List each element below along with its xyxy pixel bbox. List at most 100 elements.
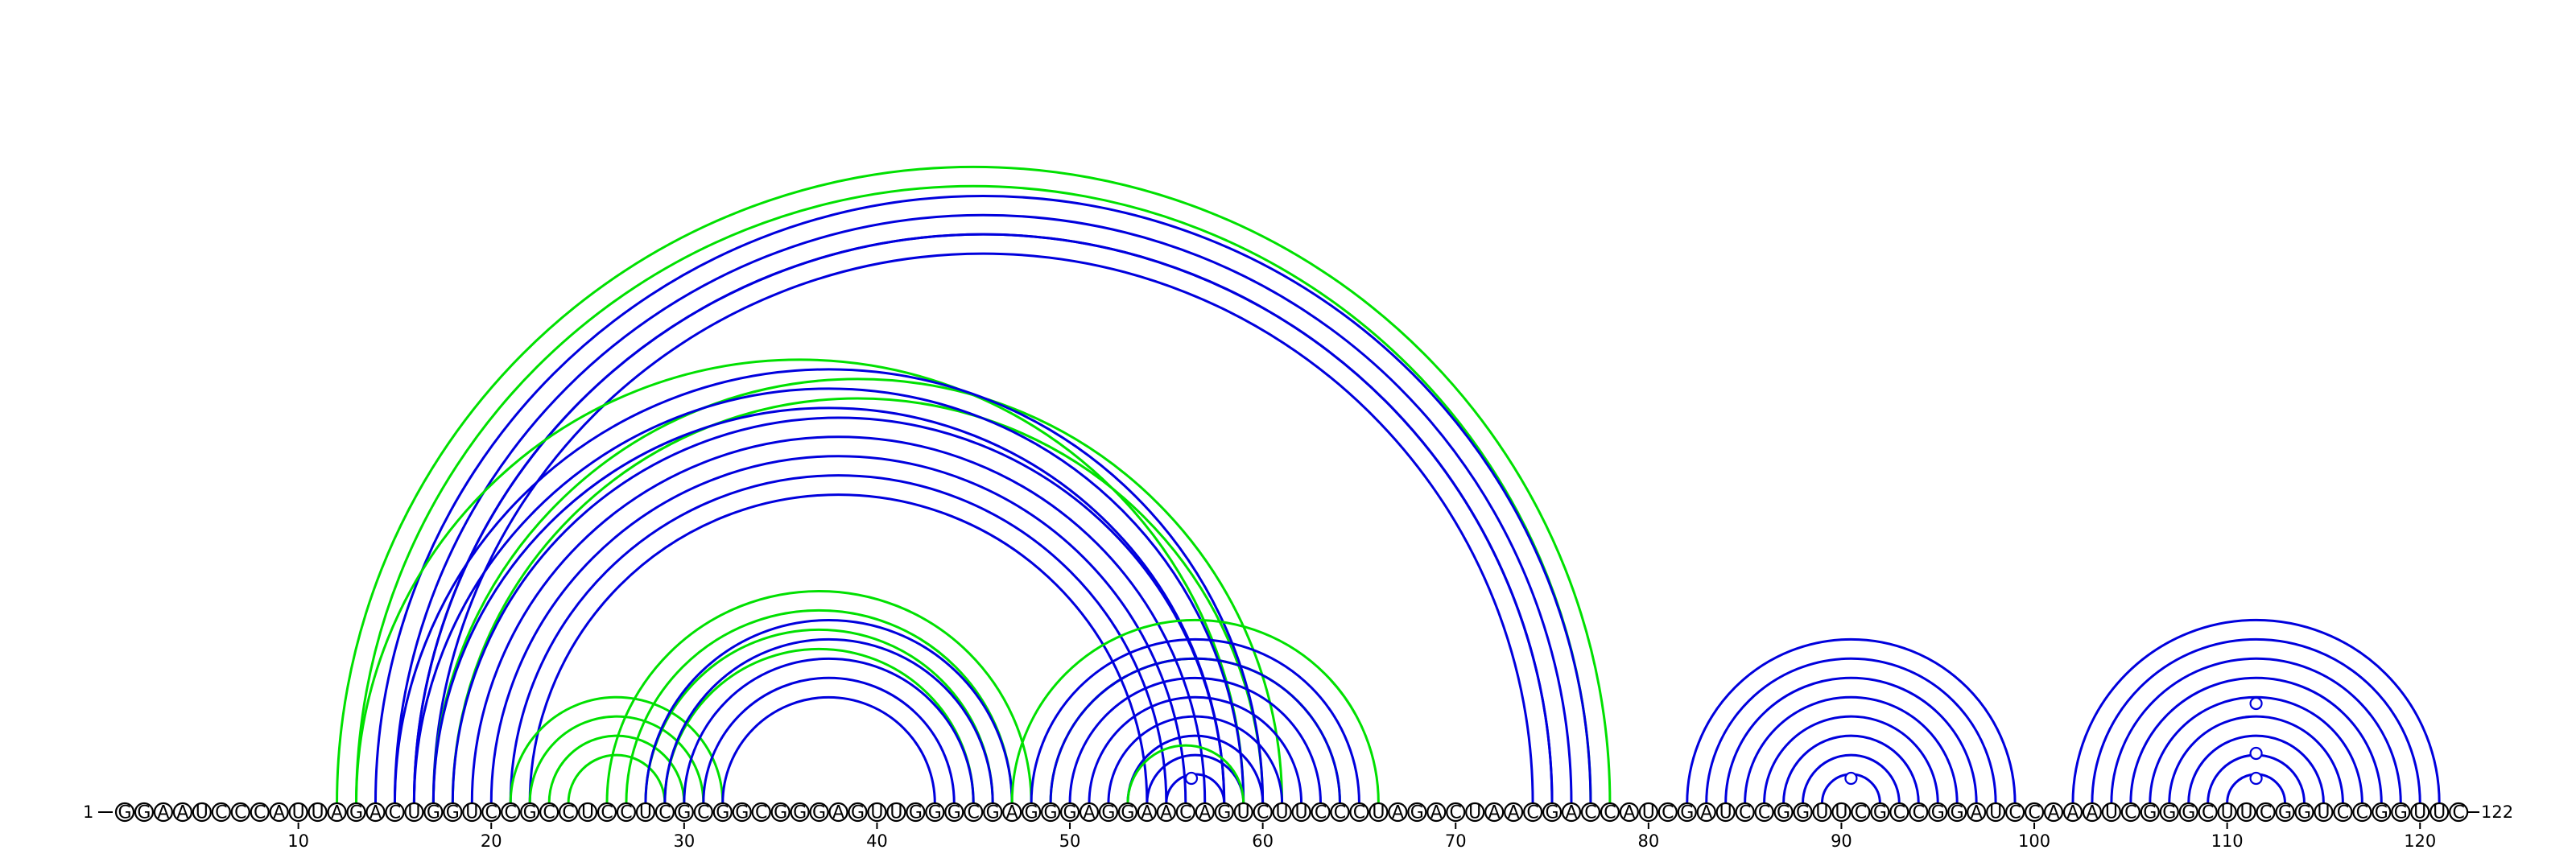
nucleotide-114-letter: G (2297, 803, 2311, 823)
arc-blue-105-118 (2129, 676, 2383, 804)
nucleotide-59-circle (1233, 802, 1253, 823)
arc-blue-87-94 (1782, 734, 1920, 804)
nucleotide-94-circle (1909, 802, 1929, 823)
nucleotide-62-letter: U (1295, 803, 1308, 823)
nucleotide-4-circle (172, 802, 192, 823)
arc-blue-19-57 (470, 435, 1207, 804)
nucleotide-79-letter: A (1623, 803, 1635, 823)
nucleotide-24-circle (558, 802, 579, 823)
tick-label-120: 120 (2404, 831, 2436, 851)
nucleotide-21-letter: C (505, 803, 517, 823)
nucleotide-86-letter: C (1758, 803, 1770, 823)
nucleotide-55-circle (1156, 802, 1176, 823)
nucleotide-71-letter: U (1468, 803, 1481, 823)
arc-green-24-29 (567, 753, 667, 804)
nucleotide-48-circle (1022, 802, 1042, 823)
nucleotide-93-letter: C (1893, 803, 1905, 823)
arc-blue-50-63 (1068, 676, 1323, 804)
arc-green-28-46 (644, 628, 994, 804)
nucleotide-18-circle (443, 802, 463, 823)
nucleotide-31-letter: C (697, 803, 709, 823)
nucleotide-11-letter: U (312, 803, 324, 823)
nucleotide-55-letter: A (1160, 803, 1172, 823)
nucleotide-54-circle (1137, 802, 1157, 823)
nucleotide-28-circle (635, 802, 656, 823)
nucleotide-83-circle (1696, 802, 1716, 823)
nucleotide-2-circle (134, 802, 155, 823)
nucleotide-10-circle (288, 802, 308, 823)
arc-blue-82-99 (1686, 637, 2017, 804)
nucleotide-26-letter: C (601, 803, 613, 823)
nucleotide-47-letter: A (1006, 803, 1018, 823)
nucleotide-75-circle (1542, 802, 1563, 823)
nucleotide-25-letter: U (581, 803, 594, 823)
nucleotide-56-letter: C (1179, 803, 1191, 823)
nucleotide-95-circle (1928, 802, 1948, 823)
nucleotide-15-letter: C (389, 803, 401, 823)
tick-label-110: 110 (2211, 831, 2244, 851)
nucleotide-42-circle (906, 802, 926, 823)
nucleotide-22-letter: G (523, 803, 537, 823)
arc-green-47-66 (1010, 618, 1380, 804)
nucleotide-53-circle (1117, 802, 1138, 823)
nucleotide-118-circle (2372, 802, 2392, 823)
nucleotide-90-circle (1831, 802, 1852, 823)
arc-green-13-77 (355, 184, 1592, 804)
nucleotide-34-letter: C (755, 803, 767, 823)
nucleotide-46-letter: G (986, 803, 1000, 823)
tick-label-80: 80 (1637, 831, 1659, 851)
nucleotide-63-circle (1311, 802, 1331, 823)
tick-label-30: 30 (673, 831, 695, 851)
nucleotide-61-circle (1272, 802, 1292, 823)
nucleotide-64-circle (1330, 802, 1350, 823)
nucleotide-37-circle (809, 802, 829, 823)
nucleotide-73-circle (1504, 802, 1524, 823)
nucleotide-111-circle (2236, 802, 2256, 823)
nucleotide-98-circle (1986, 802, 2006, 823)
arc-blue-102-121 (2071, 618, 2441, 804)
arc-blue-16-75 (412, 233, 1554, 804)
nucleotide-21-circle (501, 802, 521, 823)
nucleotide-53-letter: G (1121, 803, 1134, 823)
nucleotide-95-letter: G (1931, 803, 1945, 823)
nucleotide-23-letter: C (543, 803, 555, 823)
nucleotide-34-circle (751, 802, 771, 823)
arc-blue-108-115 (2187, 734, 2325, 804)
nucleotide-96-letter: G (1951, 803, 1964, 823)
nucleotide-16-letter: U (407, 803, 420, 823)
nucleotide-17-circle (423, 802, 444, 823)
nucleotide-115-letter: U (2317, 803, 2330, 823)
nucleotide-45-circle (964, 802, 984, 823)
nucleotide-103-letter: A (2086, 803, 2098, 823)
nucleotide-46-circle (983, 802, 1003, 823)
nucleotide-116-circle (2333, 802, 2353, 823)
nucleotide-77-circle (1580, 802, 1601, 823)
nucleotide-82-circle (1677, 802, 1697, 823)
nucleotide-18-letter: G (446, 803, 460, 823)
nucleotide-111-letter: U (2240, 803, 2253, 823)
nucleotide-121-circle (2429, 802, 2450, 823)
nucleotide-96-circle (1947, 802, 1967, 823)
nucleotide-68-circle (1407, 802, 1427, 823)
nucleotide-14-circle (365, 802, 386, 823)
nucleotide-48-letter: G (1025, 803, 1038, 823)
nucleotide-110-circle (2217, 802, 2237, 823)
arc-blue-18-58 (451, 416, 1226, 804)
nucleotide-33-circle (732, 802, 752, 823)
nucleotide-56-circle (1175, 802, 1195, 823)
arc-green-22-31 (528, 715, 705, 804)
nucleotide-19-circle (462, 802, 482, 823)
nucleotide-4-letter: A (176, 803, 188, 823)
arc-green-23-30 (547, 734, 686, 804)
nucleotide-107-letter: G (2162, 803, 2176, 823)
nucleotide-81-circle (1657, 802, 1678, 823)
nucleotide-33-letter: G (735, 803, 749, 823)
nucleotide-27-letter: C (620, 803, 632, 823)
nucleotide-93-circle (1889, 802, 1909, 823)
nucleotide-31-circle (693, 802, 713, 823)
tick-label-40: 40 (866, 831, 888, 851)
nucleotide-104-circle (2101, 802, 2121, 823)
nucleotide-102-letter: A (2066, 803, 2079, 823)
nucleotide-119-circle (2391, 802, 2411, 823)
nucleotide-1-circle (114, 802, 135, 823)
